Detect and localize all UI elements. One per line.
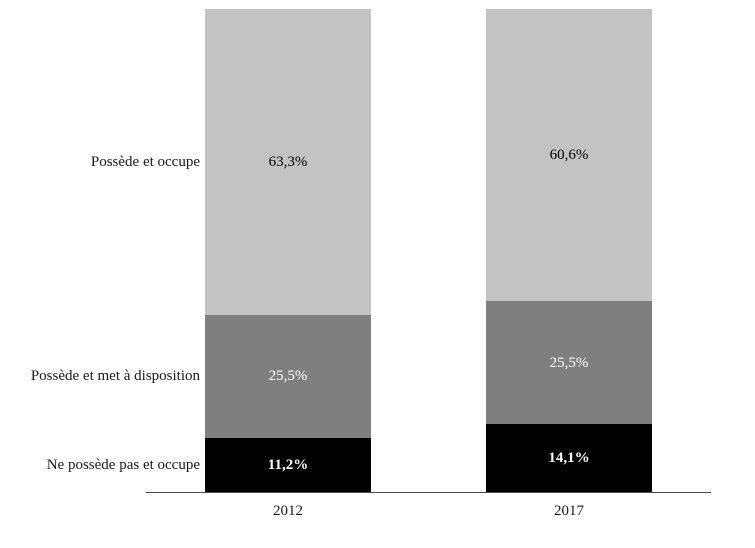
series-label: Possède et met à disposition (30, 368, 200, 385)
x-tick-label: 2012 (273, 503, 303, 519)
segment-value-label: 63,3% (268, 153, 308, 170)
bar-segment (205, 314, 371, 438)
series-label: Ne possède pas et occupe (46, 456, 200, 473)
bar-segment (205, 437, 371, 492)
segment-value-label: 25,5% (268, 368, 308, 385)
segment-value-label: 60,6% (549, 147, 589, 164)
bar-segment (486, 9, 652, 302)
x-tick-label: 2017 (554, 503, 584, 519)
bar-segment (486, 424, 652, 492)
segment-value-label: 25,5% (549, 354, 589, 371)
segment-value-label: 11,2% (267, 456, 309, 473)
segment-value-label: 14,1% (548, 450, 590, 467)
bar-segment (205, 9, 371, 315)
series-label: Possède et occupe (90, 153, 200, 170)
x-axis-line (146, 492, 711, 493)
bar-segment (486, 301, 652, 425)
